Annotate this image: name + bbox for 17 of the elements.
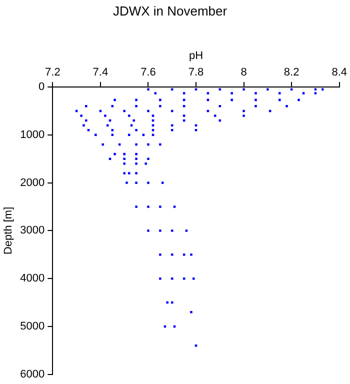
x-tick-label: 8.4 (332, 66, 348, 78)
x-tick-label: 8 (240, 66, 247, 78)
y-tick-label: 1000 (20, 128, 45, 141)
x-tick-label: 7.6 (140, 66, 156, 78)
y-tick-label: 6000 (20, 368, 45, 380)
y-tick-label: 4000 (20, 272, 45, 285)
y-tick-label: 0 (38, 81, 45, 94)
y-axis-title: Depth [m] (2, 206, 15, 255)
x-tick-label: 8.2 (284, 66, 300, 78)
x-tick-label: 7.8 (188, 66, 204, 78)
x-tick-label: 7.4 (92, 66, 108, 78)
x-axis-title: pH (188, 50, 204, 62)
y-tick-label: 3000 (20, 224, 45, 237)
x-tick-label: 7.2 (45, 66, 60, 78)
y-tick-label: 2000 (20, 176, 45, 189)
chart-title: JDWX in November (112, 3, 228, 18)
y-tick-label: 5000 (20, 320, 45, 333)
